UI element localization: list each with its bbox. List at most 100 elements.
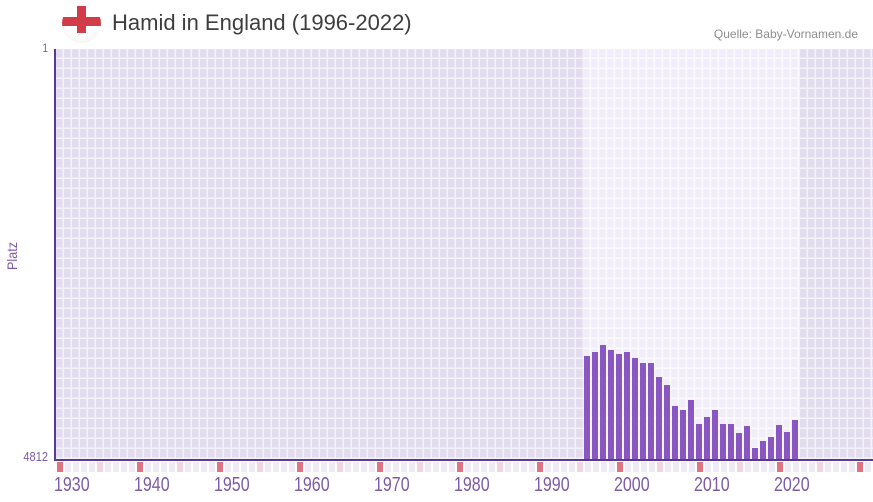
bar-2012[interactable] [711, 410, 719, 460]
strip-cell-2027 [832, 462, 840, 472]
source-credit: Quelle: Baby-Vornamen.de [713, 27, 858, 41]
bar-1999[interactable] [607, 349, 615, 460]
strip-cell-1991 [544, 462, 552, 472]
strip-cell-1992 [552, 462, 560, 472]
strip-cell-1972 [392, 462, 400, 472]
y-axis-line [54, 49, 56, 461]
bar-2006[interactable] [663, 385, 671, 460]
bar-2015[interactable] [735, 433, 743, 460]
strip-cell-1937 [112, 462, 120, 472]
y-axis-title: Platz [4, 241, 20, 271]
strip-cell-2011 [704, 462, 712, 472]
strip-cell-2005 [656, 462, 664, 472]
england-flag-icon [62, 4, 101, 43]
bar-2020[interactable] [775, 425, 783, 460]
x-tick-label-1990: 1990 [534, 474, 570, 496]
bar-2014[interactable] [727, 423, 735, 460]
strip-cell-1956 [264, 462, 272, 472]
strip-cell-1985 [496, 462, 504, 472]
strip-cell-1964 [328, 462, 336, 472]
strip-cell-1970 [376, 462, 384, 472]
strip-cell-1988 [520, 462, 528, 472]
strip-cell-1957 [272, 462, 280, 472]
strip-cell-1936 [104, 462, 112, 472]
bar-2000[interactable] [615, 353, 623, 460]
bar-2021[interactable] [783, 431, 791, 460]
bar-2016[interactable] [743, 425, 751, 460]
bar-2003[interactable] [639, 362, 647, 460]
x-tick-label-1960: 1960 [294, 474, 330, 496]
strip-cell-2007 [672, 462, 680, 472]
strip-cell-1963 [320, 462, 328, 472]
strip-cell-1940 [136, 462, 144, 472]
strip-cell-1960 [296, 462, 304, 472]
strip-cell-2013 [720, 462, 728, 472]
bar-2001[interactable] [623, 352, 631, 460]
strip-cell-2030 [856, 462, 864, 472]
strip-cell-1997 [592, 462, 600, 472]
bar-2002[interactable] [631, 357, 639, 460]
bar-2022[interactable] [791, 419, 799, 460]
strip-cell-1945 [176, 462, 184, 472]
strip-cell-2024 [808, 462, 816, 472]
strip-cell-2022 [792, 462, 800, 472]
bar-2009[interactable] [687, 400, 695, 460]
plot-grid [56, 49, 873, 460]
bar-2011[interactable] [703, 417, 711, 460]
bar-1997[interactable] [591, 352, 599, 460]
bar-2013[interactable] [719, 423, 727, 460]
y-axis-max-label: 1 [42, 41, 48, 55]
strip-cell-1962 [312, 462, 320, 472]
strip-cell-1930 [56, 462, 64, 472]
bar-2005[interactable] [655, 377, 663, 460]
bar-2018[interactable] [759, 441, 767, 460]
strip-cell-1965 [336, 462, 344, 472]
strip-cell-2001 [624, 462, 632, 472]
strip-cell-1993 [560, 462, 568, 472]
strip-cell-2004 [648, 462, 656, 472]
bar-2017[interactable] [751, 448, 759, 460]
strip-cell-1948 [200, 462, 208, 472]
strip-cell-1990 [536, 462, 544, 472]
x-tick-label-1970: 1970 [374, 474, 410, 496]
strip-cell-1939 [128, 462, 136, 472]
bar-2007[interactable] [671, 406, 679, 460]
strip-cell-1954 [248, 462, 256, 472]
strip-cell-1998 [600, 462, 608, 472]
strip-cell-1933 [80, 462, 88, 472]
strip-cell-1986 [504, 462, 512, 472]
strip-cell-2008 [680, 462, 688, 472]
strip-cell-1980 [456, 462, 464, 472]
bar-1998[interactable] [599, 344, 607, 460]
bar-2019[interactable] [767, 437, 775, 460]
strip-cell-1967 [352, 462, 360, 472]
strip-cell-1981 [464, 462, 472, 472]
strip-cell-2016 [744, 462, 752, 472]
strip-cell-1982 [472, 462, 480, 472]
strip-cell-1938 [120, 462, 128, 472]
strip-cell-1959 [288, 462, 296, 472]
strip-cell-1996 [584, 462, 592, 472]
strip-cell-1935 [96, 462, 104, 472]
timeline-strip [56, 462, 873, 472]
x-tick-label-2000: 2000 [614, 474, 650, 496]
strip-cell-2031 [864, 462, 872, 472]
strip-cell-1943 [160, 462, 168, 472]
strip-cell-1975 [416, 462, 424, 472]
x-tick-label-1980: 1980 [454, 474, 490, 496]
strip-cell-1953 [240, 462, 248, 472]
x-axis-labels: 1930 1940 1950 1960 1970 1980 1990 2000 2010 2020 [54, 474, 873, 500]
strip-cell-1999 [608, 462, 616, 472]
strip-cell-1971 [384, 462, 392, 472]
strip-cell-2023 [800, 462, 808, 472]
bar-2004[interactable] [647, 362, 655, 460]
strip-cell-1955 [256, 462, 264, 472]
strip-cell-2014 [728, 462, 736, 472]
strip-cell-2028 [840, 462, 848, 472]
strip-cell-1995 [576, 462, 584, 472]
bar-2008[interactable] [679, 409, 687, 460]
bar-2010[interactable] [695, 423, 703, 460]
x-tick-label-1940: 1940 [134, 474, 170, 496]
strip-cell-1947 [192, 462, 200, 472]
bar-1996[interactable] [583, 355, 591, 460]
